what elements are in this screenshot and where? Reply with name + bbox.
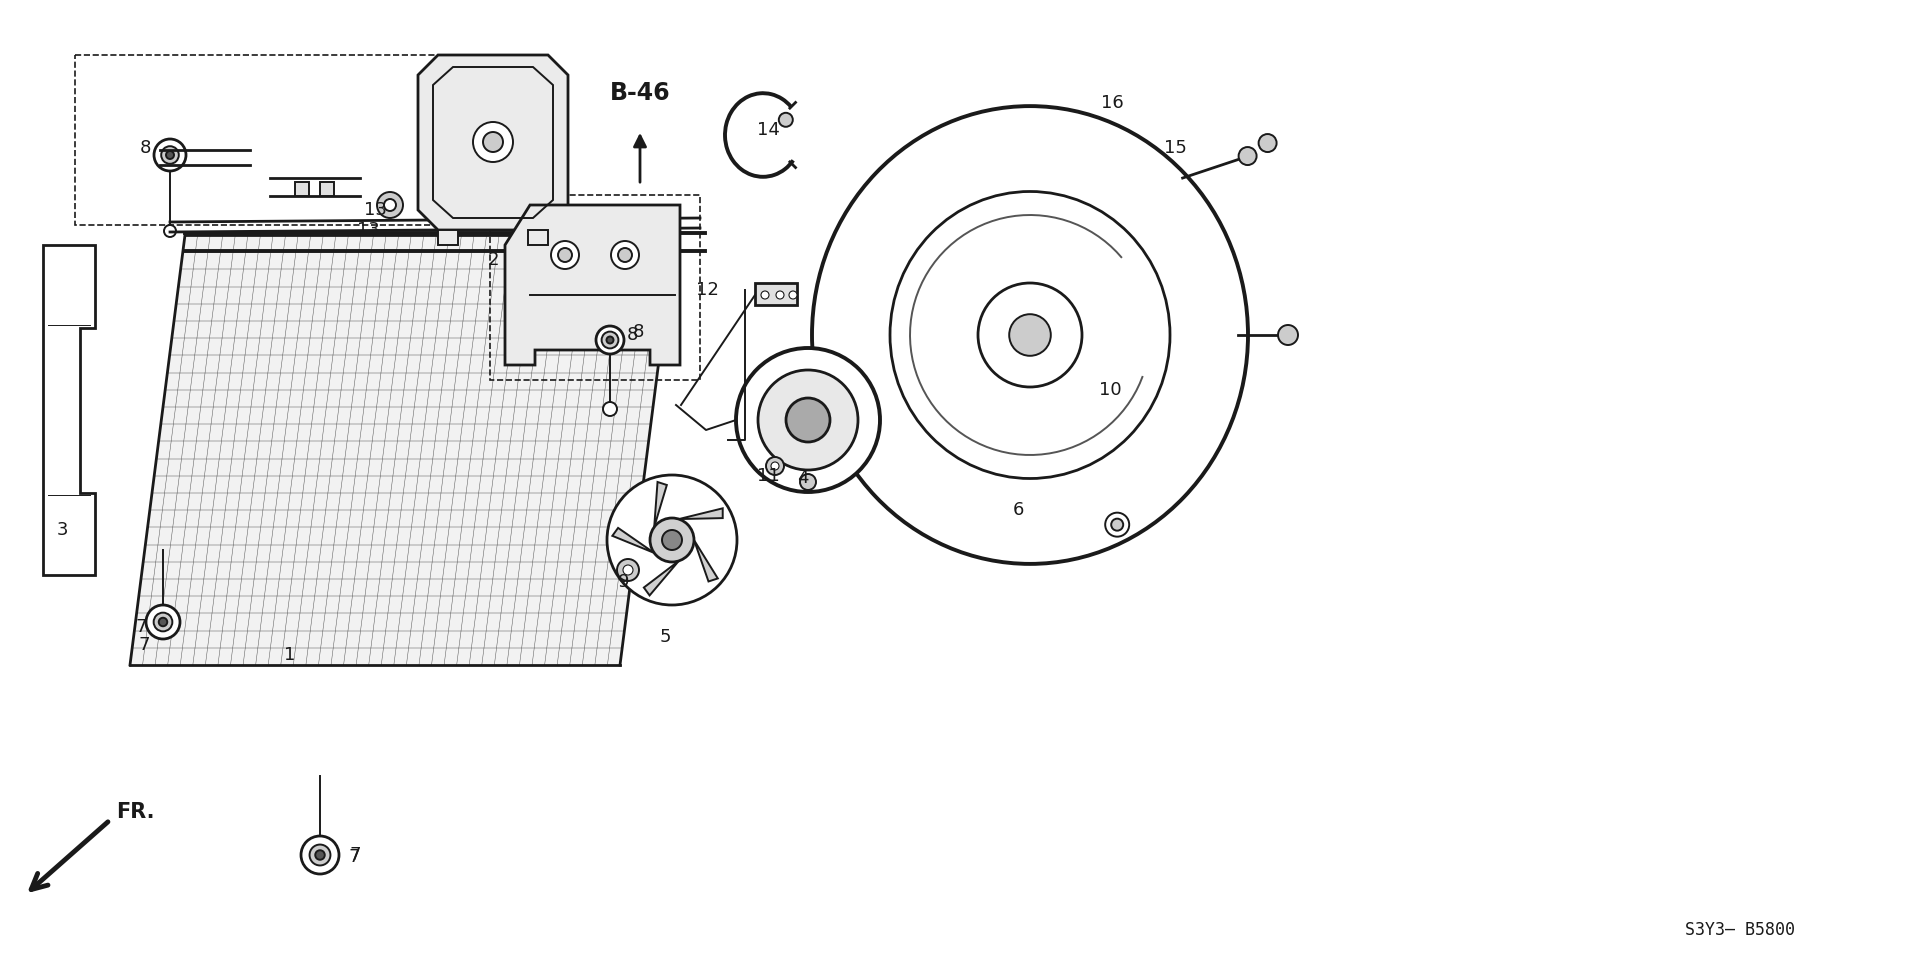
Circle shape xyxy=(735,348,879,492)
Text: 15: 15 xyxy=(1164,139,1187,157)
Text: 13: 13 xyxy=(357,221,380,239)
Circle shape xyxy=(601,331,618,349)
Polygon shape xyxy=(655,482,666,527)
Text: 9: 9 xyxy=(618,573,630,591)
Polygon shape xyxy=(42,245,94,575)
Circle shape xyxy=(161,147,179,164)
Circle shape xyxy=(651,518,693,562)
Circle shape xyxy=(154,139,186,171)
Text: 14: 14 xyxy=(756,121,780,139)
Circle shape xyxy=(309,845,330,865)
Text: 6: 6 xyxy=(1012,501,1023,519)
Text: 8: 8 xyxy=(626,326,637,344)
Text: 2: 2 xyxy=(488,251,499,269)
Text: 7: 7 xyxy=(134,618,146,636)
Polygon shape xyxy=(131,235,676,665)
Circle shape xyxy=(662,530,682,550)
Circle shape xyxy=(977,283,1083,387)
Text: 12: 12 xyxy=(695,281,718,299)
Circle shape xyxy=(801,474,816,490)
Circle shape xyxy=(1279,325,1298,345)
Text: 7: 7 xyxy=(138,636,150,654)
Polygon shape xyxy=(680,509,722,519)
Circle shape xyxy=(785,398,829,442)
Circle shape xyxy=(163,225,177,237)
Circle shape xyxy=(603,402,616,416)
Bar xyxy=(296,182,309,196)
Text: FR.: FR. xyxy=(115,802,154,822)
Circle shape xyxy=(766,457,783,475)
Circle shape xyxy=(618,248,632,262)
Circle shape xyxy=(776,291,783,299)
Ellipse shape xyxy=(812,106,1248,564)
Circle shape xyxy=(772,462,780,470)
Text: S3Y3– B5800: S3Y3– B5800 xyxy=(1686,921,1795,939)
Circle shape xyxy=(607,475,737,605)
Bar xyxy=(528,230,547,245)
Circle shape xyxy=(760,291,770,299)
Polygon shape xyxy=(612,528,655,553)
Circle shape xyxy=(1112,518,1123,531)
Text: 7: 7 xyxy=(348,848,359,866)
Circle shape xyxy=(780,113,793,126)
Circle shape xyxy=(301,836,340,874)
Circle shape xyxy=(551,241,580,269)
Circle shape xyxy=(1260,134,1277,152)
Circle shape xyxy=(1010,314,1050,355)
Circle shape xyxy=(376,192,403,218)
Circle shape xyxy=(472,122,513,162)
Text: 11: 11 xyxy=(756,467,780,485)
Circle shape xyxy=(384,199,396,211)
Ellipse shape xyxy=(891,192,1169,478)
Polygon shape xyxy=(693,540,718,582)
Circle shape xyxy=(1106,513,1129,536)
Circle shape xyxy=(484,132,503,152)
Text: 13: 13 xyxy=(363,201,386,219)
Circle shape xyxy=(611,241,639,269)
Polygon shape xyxy=(419,55,568,230)
Circle shape xyxy=(607,336,614,344)
Circle shape xyxy=(315,851,324,859)
Bar xyxy=(755,283,797,305)
Bar xyxy=(438,230,459,245)
Bar xyxy=(321,182,334,196)
Text: 8: 8 xyxy=(140,139,150,157)
Text: 10: 10 xyxy=(1098,381,1121,399)
Text: B-46: B-46 xyxy=(611,81,670,105)
Circle shape xyxy=(616,559,639,581)
Text: 4: 4 xyxy=(797,469,808,487)
Circle shape xyxy=(1238,147,1256,165)
Polygon shape xyxy=(505,205,680,365)
Circle shape xyxy=(559,248,572,262)
Circle shape xyxy=(758,370,858,470)
Text: 8: 8 xyxy=(632,323,643,341)
Circle shape xyxy=(146,605,180,639)
Circle shape xyxy=(165,151,175,159)
Text: 7: 7 xyxy=(349,846,361,864)
Text: 1: 1 xyxy=(284,646,296,664)
Text: 16: 16 xyxy=(1100,94,1123,112)
Circle shape xyxy=(595,326,624,354)
Text: 5: 5 xyxy=(659,628,670,646)
Text: 3: 3 xyxy=(56,521,67,539)
Circle shape xyxy=(789,291,797,299)
Circle shape xyxy=(159,618,167,627)
Polygon shape xyxy=(643,561,680,596)
Circle shape xyxy=(622,565,634,575)
Circle shape xyxy=(154,613,173,631)
